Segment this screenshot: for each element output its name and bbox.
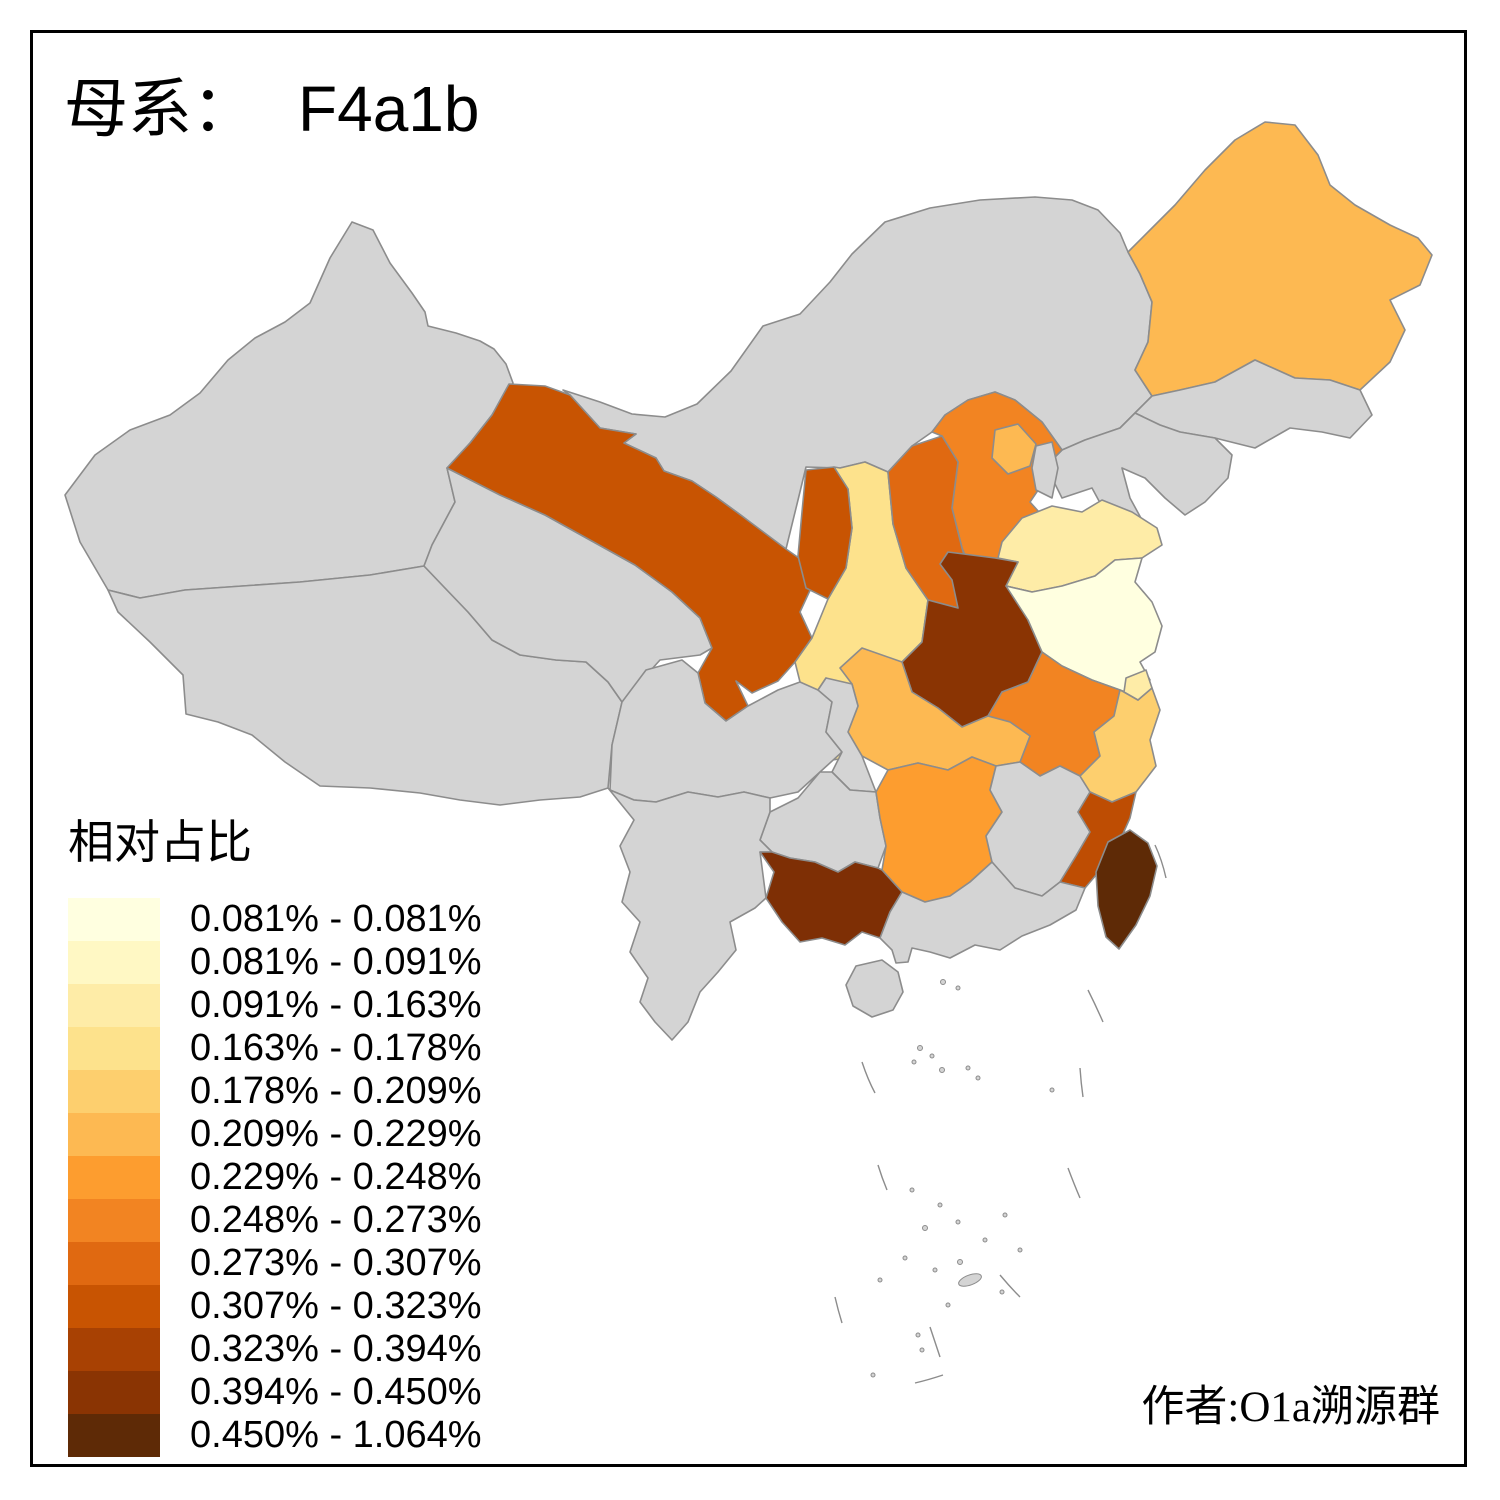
legend-swatch	[68, 984, 160, 1027]
province-yunnan	[607, 787, 773, 1041]
title-haplogroup: F4a1b	[298, 73, 480, 145]
legend-item: 0.307% - 0.323%	[68, 1285, 482, 1328]
province-beijing	[991, 423, 1037, 475]
title-prefix: 母系：	[64, 74, 256, 145]
legend-label: 0.248% - 0.273%	[190, 1199, 482, 1241]
province-guangdong	[879, 861, 1086, 964]
province-shapes	[64, 121, 1433, 1041]
legend-label: 0.081% - 0.091%	[190, 941, 482, 983]
legend-item: 0.394% - 0.450%	[68, 1371, 482, 1414]
legend-label: 0.229% - 0.248%	[190, 1156, 482, 1198]
legend-item: 0.091% - 0.163%	[68, 984, 482, 1027]
legend-item: 0.081% - 0.091%	[68, 941, 482, 984]
legend-label: 0.163% - 0.178%	[190, 1027, 482, 1069]
province-taiwan	[1095, 829, 1158, 950]
page-title: 母系： F4a1b	[64, 58, 479, 150]
legend-label: 0.091% - 0.163%	[190, 984, 482, 1026]
province-hainan	[845, 959, 904, 1018]
legend-swatch	[68, 1371, 160, 1414]
province-heilongjiang	[1127, 121, 1433, 397]
legend-swatch	[68, 1414, 160, 1457]
legend-item: 0.229% - 0.248%	[68, 1156, 482, 1199]
legend-item: 0.178% - 0.209%	[68, 1070, 482, 1113]
south-china-sea-islands	[834, 844, 1167, 1384]
legend-swatch	[68, 1242, 160, 1285]
legend-swatch	[68, 1027, 160, 1070]
legend-label: 0.394% - 0.450%	[190, 1371, 482, 1413]
legend-label: 0.178% - 0.209%	[190, 1070, 482, 1112]
province-ningxia	[797, 466, 853, 600]
province-tianjin	[1031, 441, 1059, 499]
province-fujian	[1059, 791, 1137, 889]
legend-swatch	[68, 1113, 160, 1156]
legend-swatch	[68, 1328, 160, 1371]
legend-item: 0.081% - 0.081%	[68, 898, 482, 941]
attribution: 作者:O1a溯源群	[1141, 1384, 1440, 1431]
legend-item: 0.273% - 0.307%	[68, 1242, 482, 1285]
province-shanghai	[1123, 669, 1153, 701]
legend-label: 0.081% - 0.081%	[190, 898, 482, 940]
legend-label: 0.450% - 1.064%	[190, 1414, 482, 1456]
legend-swatch	[68, 1070, 160, 1113]
legend: 相对占比 0.081% - 0.081% 0.081% - 0.091% 0.0…	[68, 806, 482, 1457]
legend-swatch	[68, 898, 160, 941]
legend-swatch	[68, 941, 160, 984]
legend-label: 0.209% - 0.229%	[190, 1113, 482, 1155]
legend-item: 0.248% - 0.273%	[68, 1199, 482, 1242]
legend-label: 0.307% - 0.323%	[190, 1285, 482, 1327]
legend-swatch	[68, 1156, 160, 1199]
legend-swatch	[68, 1199, 160, 1242]
province-gansu	[446, 383, 813, 722]
legend-item: 0.209% - 0.229%	[68, 1113, 482, 1156]
legend-label: 0.273% - 0.307%	[190, 1242, 482, 1284]
legend-item: 0.450% - 1.064%	[68, 1414, 482, 1457]
legend-swatch	[68, 1285, 160, 1328]
legend-title: 相对占比	[68, 817, 252, 868]
legend-item: 0.323% - 0.394%	[68, 1328, 482, 1371]
legend-item: 0.163% - 0.178%	[68, 1027, 482, 1070]
legend-label: 0.323% - 0.394%	[190, 1328, 482, 1370]
